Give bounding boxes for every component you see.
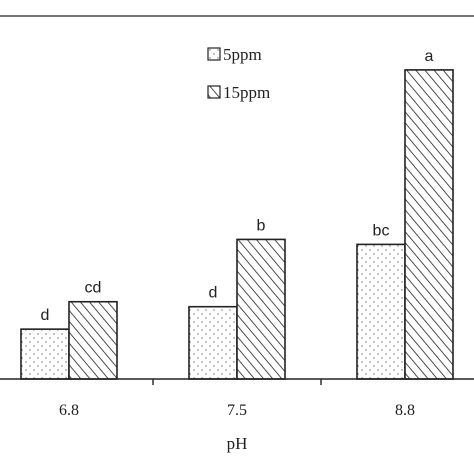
x-tick-label-8.8: 8.8 — [395, 402, 415, 419]
x-tick-label-6.8: 6.8 — [59, 402, 79, 419]
bar-15ppm-8.8 — [404, 69, 454, 380]
bar-5ppm-6.8 — [20, 328, 70, 380]
bar-5ppm-8.8 — [356, 243, 406, 380]
significance-letters: d cd d b bc a — [41, 48, 434, 324]
significance-letter-5ppm-8.8: bc — [373, 222, 390, 239]
x-tick-label-7.5: 7.5 — [227, 402, 247, 419]
bars-group — [20, 69, 454, 380]
legend: 5ppm 15ppm — [207, 45, 270, 102]
x-axis-title: pH — [227, 434, 248, 453]
legend-label-15ppm: 15ppm — [223, 83, 270, 102]
significance-letter-15ppm-8.8: a — [425, 48, 434, 65]
significance-letter-5ppm-7.5: d — [209, 285, 218, 302]
legend-swatch-5ppm — [207, 47, 221, 61]
bar-15ppm-7.5 — [236, 238, 286, 380]
x-ticks: 6.8 7.5 8.8 — [59, 379, 415, 419]
bar-15ppm-6.8 — [68, 300, 118, 380]
significance-letter-5ppm-6.8: d — [41, 307, 50, 324]
significance-letter-15ppm-7.5: b — [257, 217, 266, 234]
legend-swatch-15ppm — [207, 85, 221, 99]
bar-5ppm-7.5 — [188, 305, 238, 380]
legend-label-5ppm: 5ppm — [223, 45, 262, 64]
significance-letter-15ppm-6.8: cd — [85, 280, 102, 297]
